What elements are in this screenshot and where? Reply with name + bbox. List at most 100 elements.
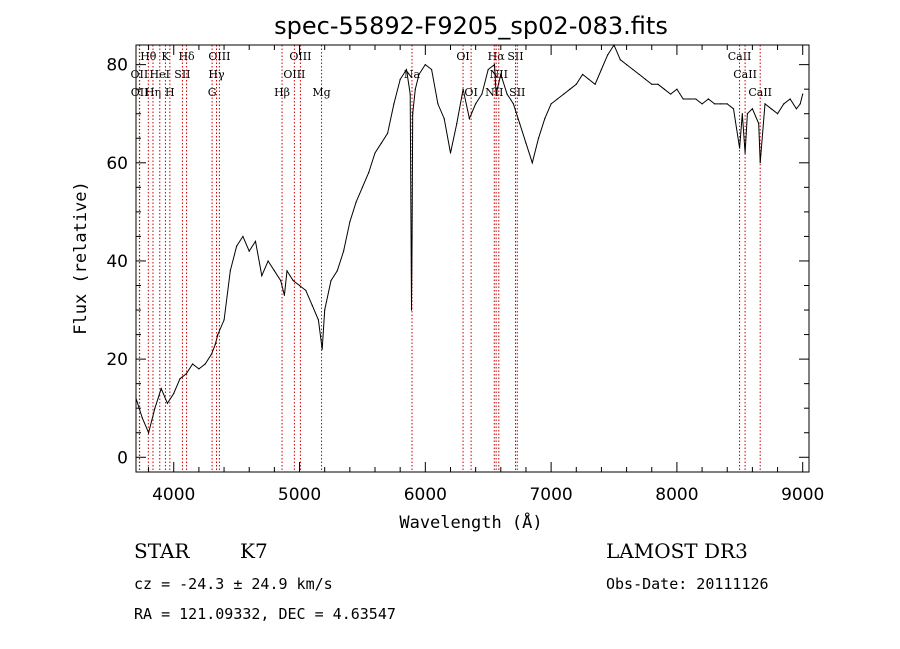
spectrum-point-93 xyxy=(670,93,672,95)
spectrum-point-42 xyxy=(380,142,382,144)
spectrum-line-0 xyxy=(135,43,804,435)
line-marker-label-22: SII xyxy=(507,50,523,63)
spectrum-point-32 xyxy=(321,348,323,350)
line-marker-label-24: CaII xyxy=(728,50,752,63)
spectrum-point-38 xyxy=(355,201,357,203)
spectrum-point-94 xyxy=(676,88,678,90)
spectrum-point-109 xyxy=(758,122,760,125)
spectrum-point-100 xyxy=(714,103,716,105)
spectrum-point-112 xyxy=(770,108,772,110)
line-marker-label-4: HeI xyxy=(150,68,170,81)
spectrum-point-70 xyxy=(525,142,527,144)
y-axis-ticks: 0 20 40 60 80 xyxy=(106,56,809,468)
spectrum-point-46 xyxy=(405,68,408,71)
line-marker-label-20: NII xyxy=(485,86,503,99)
spectrum-point-68 xyxy=(512,103,514,105)
x-tick-label-3: 7000 xyxy=(529,485,572,505)
spectrum-point-64 xyxy=(493,64,496,66)
survey-name: LAMOST DR3 xyxy=(606,539,748,563)
spectrum-point-3 xyxy=(154,407,156,409)
spectrum-point-33 xyxy=(324,309,326,311)
spectrum-point-28 xyxy=(298,284,301,287)
line-marker-label-21: NII xyxy=(490,68,508,81)
spectrum-point-53 xyxy=(424,64,426,66)
x-tick-label-2: 6000 xyxy=(404,485,447,505)
spectrum-point-87 xyxy=(632,68,634,71)
object-class: STAR xyxy=(134,539,190,563)
spectrum-point-18 xyxy=(242,235,244,238)
line-marker-label-6: H xyxy=(165,86,175,99)
spectrum-point-19 xyxy=(248,250,250,252)
spectrum-point-55 xyxy=(437,103,439,105)
spectrum-point-9 xyxy=(192,363,194,365)
spectrum-point-111 xyxy=(764,103,766,105)
spectrum-point-74 xyxy=(550,103,552,105)
line-marker-label-5: K xyxy=(161,50,170,63)
spectrum-point-56 xyxy=(443,118,445,120)
line-marker-label-25: CaII xyxy=(733,68,757,81)
spectrum-point-44 xyxy=(393,103,395,105)
line-marker-label-3: Hη xyxy=(145,86,161,99)
spectrum-point-76 xyxy=(563,93,565,95)
spectrum-point-13 xyxy=(214,343,216,345)
spectrum-point-103 xyxy=(732,108,735,110)
coordinates: RA = 121.09332, DEC = 4.63547 xyxy=(134,605,396,623)
y-axis-label: Flux (relative) xyxy=(71,181,91,335)
spectrum-point-67 xyxy=(506,93,508,95)
y-tick-label-3: 60 xyxy=(106,154,128,174)
line-marker-label-26: CaII xyxy=(748,86,772,99)
x-tick-label-5: 9000 xyxy=(781,485,824,505)
spectrum-point-101 xyxy=(720,103,722,105)
spectral-line-markers: HθOIIOIIHηHeIKHSIIHδGOIIIHγHβOIIIOIIIMgN… xyxy=(131,45,772,472)
spectrum-point-81 xyxy=(594,83,596,85)
spectrum-point-23 xyxy=(273,270,275,272)
spectrum-point-89 xyxy=(644,78,647,80)
spectrum-point-30 xyxy=(311,304,313,306)
spectrum-point-12 xyxy=(210,353,213,355)
line-marker-label-11: Hγ xyxy=(208,68,225,81)
spectrum-point-45 xyxy=(399,78,401,80)
spectrum-point-108 xyxy=(751,108,753,110)
spectrum-point-92 xyxy=(663,88,665,90)
spectrum-series xyxy=(135,43,804,435)
spectrum-point-34 xyxy=(330,279,332,282)
spectrum-point-1 xyxy=(141,417,143,419)
y-tick-label-4: 80 xyxy=(106,56,128,76)
spectrum-point-105 xyxy=(741,113,743,115)
spectrum-point-14 xyxy=(217,333,219,336)
spectrum-point-7 xyxy=(179,378,181,380)
spectrum-point-73 xyxy=(544,118,546,120)
spectrum-point-95 xyxy=(682,98,684,100)
spectrum-point-59 xyxy=(462,88,464,90)
spectrum-point-102 xyxy=(726,103,728,105)
spectrum-point-91 xyxy=(657,83,659,85)
spectrum-point-47 xyxy=(409,93,411,95)
spectrum-point-61 xyxy=(475,103,477,105)
spectrum-point-21 xyxy=(261,275,263,277)
spectrum-point-52 xyxy=(418,73,420,76)
spectrum-point-26 xyxy=(286,270,288,272)
spectrum-point-98 xyxy=(701,103,703,105)
spectrum-point-97 xyxy=(695,98,697,100)
x-axis-label: Wavelength (Å) xyxy=(399,511,542,533)
line-marker-label-14: OIII xyxy=(283,68,305,81)
line-marker-label-17: OI xyxy=(456,50,469,63)
spectrum-point-118 xyxy=(802,93,804,95)
spectrum-point-85 xyxy=(619,59,621,61)
line-marker-label-15: Mg xyxy=(312,86,330,99)
spectrum-point-75 xyxy=(556,98,559,100)
spectrum-point-99 xyxy=(707,98,709,100)
spectrum-point-43 xyxy=(386,132,389,134)
line-marker-label-0: Hθ xyxy=(140,50,157,63)
line-marker-label-8: Hδ xyxy=(178,50,195,63)
spectrum-point-58 xyxy=(456,122,458,125)
spectrum-point-80 xyxy=(588,78,590,80)
spectrum-point-77 xyxy=(569,88,571,90)
redshift-text: cz = -24.3 ± 24.9 km/s xyxy=(134,575,333,593)
spectrum-point-50 xyxy=(412,113,414,115)
x-tick-label-0: 4000 xyxy=(152,485,195,505)
spectrum-point-63 xyxy=(487,68,489,71)
spectrum-point-4 xyxy=(160,387,162,390)
plot-frame xyxy=(135,44,810,473)
